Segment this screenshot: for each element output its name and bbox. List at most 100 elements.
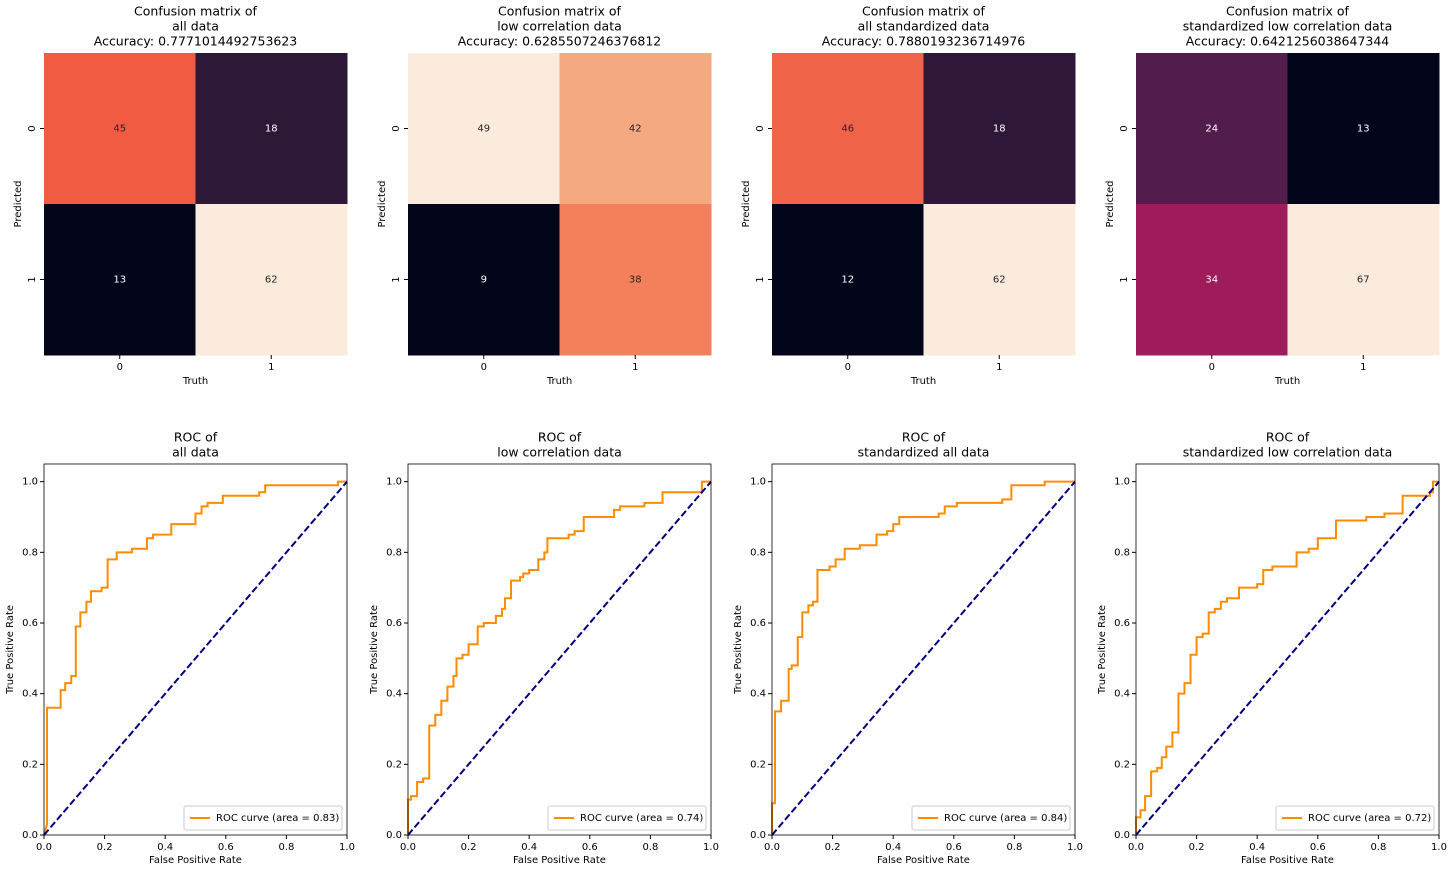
x-tick-label: 0.6 bbox=[218, 842, 234, 853]
y-tick-label: 0.8 bbox=[386, 547, 402, 558]
chart-title: Accuracy: 0.7880193236714976 bbox=[822, 34, 1026, 49]
heatmap-cell bbox=[408, 53, 560, 205]
x-tick-label: 0.8 bbox=[1006, 842, 1022, 853]
y-tick-label: 0.0 bbox=[386, 830, 402, 841]
y-tick-label: 1 bbox=[1119, 276, 1130, 282]
plot-frame bbox=[771, 463, 1076, 836]
chart-title: ROC of bbox=[902, 430, 946, 445]
x-axis-label: Truth bbox=[910, 376, 936, 387]
x-tick-label: 0 bbox=[1209, 362, 1215, 373]
y-tick-label: 1 bbox=[391, 276, 402, 282]
x-tick-label: 1 bbox=[268, 362, 274, 373]
cell-label: 9 bbox=[481, 275, 487, 286]
heatmap-cell bbox=[1136, 204, 1288, 356]
y-tick-label: 0.4 bbox=[1114, 689, 1130, 700]
y-tick-label: 0.6 bbox=[1114, 618, 1130, 629]
chart-title: Confusion matrix of bbox=[1226, 4, 1350, 19]
x-axis-label: False Positive Rate bbox=[877, 855, 970, 866]
heatmap-cell bbox=[44, 204, 196, 356]
y-tick-label: 0.8 bbox=[750, 547, 766, 558]
x-tick-label: 0.0 bbox=[400, 842, 416, 853]
y-tick-label: 1.0 bbox=[22, 477, 38, 488]
y-tick-label: 0.8 bbox=[22, 547, 38, 558]
x-tick-label: 0.8 bbox=[1370, 842, 1386, 853]
y-tick-label: 0.6 bbox=[386, 618, 402, 629]
x-tick-label: 0.8 bbox=[278, 842, 294, 853]
y-tick-label: 0 bbox=[27, 125, 38, 131]
heatmap-cell bbox=[408, 204, 560, 356]
chart-title: ROC of bbox=[174, 430, 218, 445]
y-tick-label: 0.4 bbox=[22, 689, 38, 700]
x-tick-label: 0.6 bbox=[582, 842, 598, 853]
heatmap-cell bbox=[1287, 53, 1440, 205]
y-tick-label: 1 bbox=[755, 276, 766, 282]
cell-label: 34 bbox=[1205, 275, 1218, 286]
x-tick-label: 0.4 bbox=[521, 842, 537, 853]
y-axis-label: Predicted bbox=[741, 181, 752, 228]
legend-label: ROC curve (area = 0.84) bbox=[944, 813, 1067, 824]
x-tick-label: 1 bbox=[1360, 362, 1366, 373]
heatmap-cell bbox=[772, 204, 924, 356]
x-axis-label: Truth bbox=[182, 376, 208, 387]
roc-line bbox=[1135, 480, 1439, 835]
plot-frame bbox=[43, 463, 348, 836]
cell-label: 42 bbox=[629, 124, 642, 135]
x-tick-label: 0.2 bbox=[1189, 842, 1205, 853]
y-tick-label: 0.6 bbox=[750, 618, 766, 629]
y-tick-label: 0.2 bbox=[750, 759, 766, 770]
reference-line bbox=[1135, 481, 1440, 836]
y-axis-label: True Positive Rate bbox=[733, 605, 744, 695]
heatmap-cell bbox=[559, 53, 712, 205]
y-tick-label: 0 bbox=[391, 125, 402, 131]
chart-title: low correlation data bbox=[497, 445, 622, 460]
cell-label: 62 bbox=[265, 275, 278, 286]
x-tick-label: 0.2 bbox=[825, 842, 841, 853]
roc-line bbox=[771, 480, 1075, 835]
heatmap-cell bbox=[559, 204, 712, 356]
y-tick-label: 0 bbox=[1119, 125, 1130, 131]
chart-title: Accuracy: 0.6285507246376812 bbox=[458, 34, 662, 49]
y-tick-label: 0.2 bbox=[1114, 759, 1130, 770]
cell-label: 12 bbox=[841, 275, 854, 286]
legend-label: ROC curve (area = 0.83) bbox=[216, 813, 339, 824]
x-tick-label: 0.4 bbox=[157, 842, 173, 853]
cell-label: 46 bbox=[841, 124, 854, 135]
y-tick-label: 0.2 bbox=[386, 759, 402, 770]
chart-title: all data bbox=[172, 19, 219, 34]
chart-title: low correlation data bbox=[497, 19, 622, 34]
heatmap-cell bbox=[1136, 53, 1288, 205]
cell-label: 67 bbox=[1357, 275, 1370, 286]
legend-box bbox=[547, 805, 707, 831]
y-tick-label: 0 bbox=[755, 125, 766, 131]
chart-title: all data bbox=[172, 445, 219, 460]
heatmap-cell bbox=[44, 53, 196, 205]
x-tick-label: 0.0 bbox=[764, 842, 780, 853]
x-tick-label: 0.4 bbox=[1249, 842, 1265, 853]
heatmap-cell bbox=[1287, 204, 1440, 356]
plot-frame bbox=[407, 463, 712, 836]
x-tick-label: 0.4 bbox=[885, 842, 901, 853]
chart-title: standardized low correlation data bbox=[1183, 19, 1393, 34]
heatmap-cell bbox=[772, 53, 924, 205]
x-tick-label: 0 bbox=[117, 362, 123, 373]
cell-label: 18 bbox=[265, 124, 278, 135]
y-tick-label: 1.0 bbox=[750, 477, 766, 488]
legend-box bbox=[183, 805, 343, 831]
heatmap-cell bbox=[923, 204, 1076, 356]
x-tick-label: 0.2 bbox=[461, 842, 477, 853]
chart-title: Confusion matrix of bbox=[134, 4, 258, 19]
chart-title: Confusion matrix of bbox=[498, 4, 622, 19]
x-tick-label: 0.8 bbox=[642, 842, 658, 853]
x-tick-label: 1.0 bbox=[703, 842, 719, 853]
y-tick-label: 0.0 bbox=[750, 830, 766, 841]
y-tick-label: 0.2 bbox=[22, 759, 38, 770]
chart-title: Accuracy: 0.7771014492753623 bbox=[94, 34, 298, 49]
x-tick-label: 0.6 bbox=[1310, 842, 1326, 853]
y-tick-label: 0.4 bbox=[386, 689, 402, 700]
x-tick-label: 1.0 bbox=[1431, 842, 1447, 853]
legend-box bbox=[1275, 805, 1435, 831]
x-axis-label: Truth bbox=[1274, 376, 1300, 387]
chart-title: standardized all data bbox=[858, 445, 990, 460]
y-tick-label: 1.0 bbox=[386, 477, 402, 488]
